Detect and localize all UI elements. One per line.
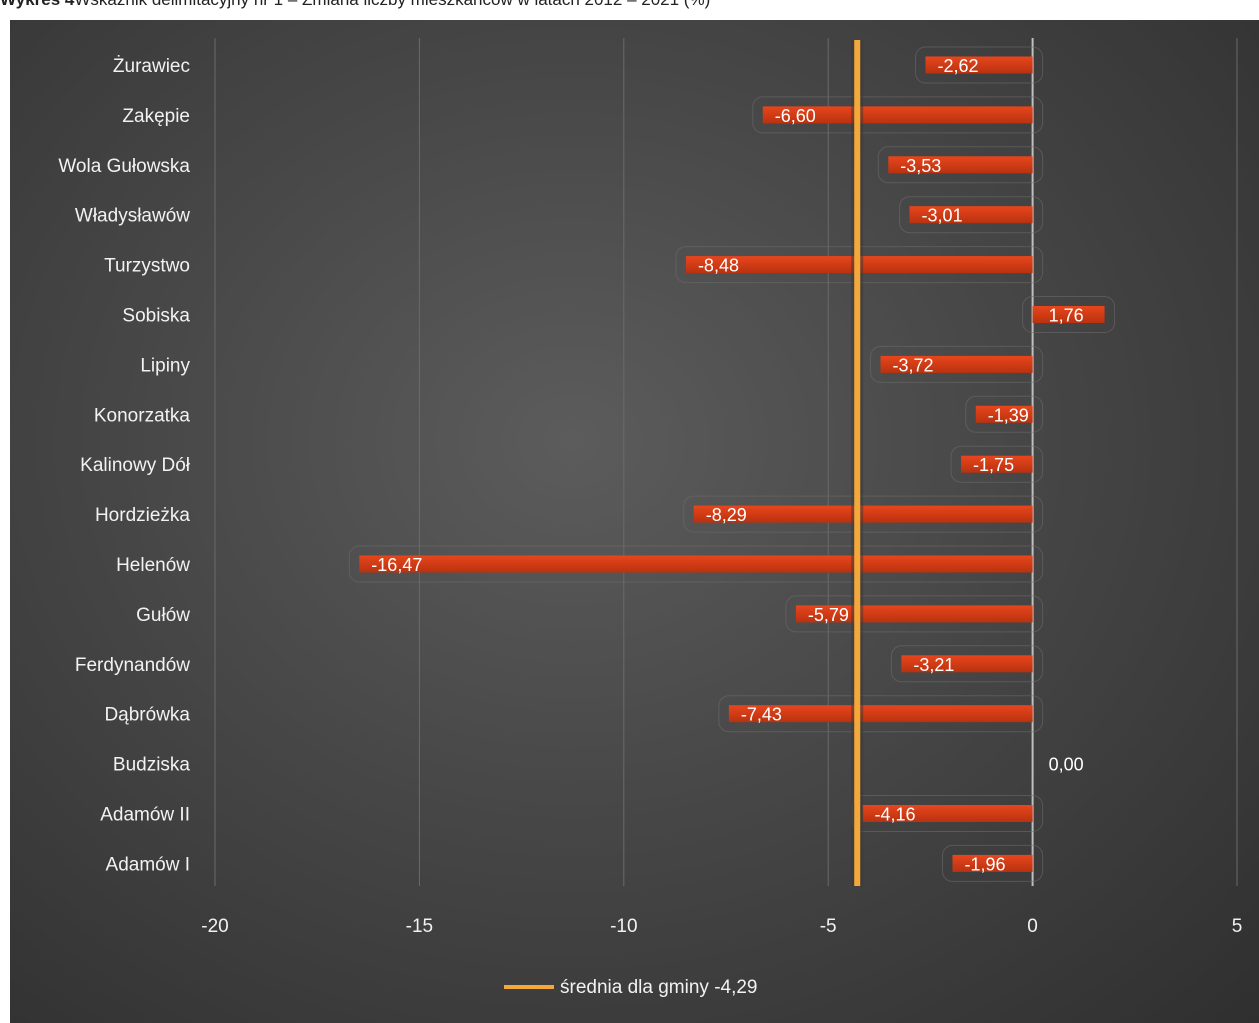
category-label: Turzystwo (104, 256, 190, 277)
bar-glow (870, 345, 1044, 383)
bar-chart: -2,62 -6,60 -3,53 -3,01 -8,48 1,76 -3,72 -1,39 -… (58, 38, 1242, 998)
bar[interactable] (359, 555, 1033, 573)
category-label: Żurawiec (113, 56, 190, 77)
data-label: -16,47 (371, 555, 422, 575)
bar[interactable] (975, 405, 1033, 423)
data-label: -6,60 (775, 106, 816, 126)
data-label: -5,79 (808, 605, 849, 625)
bar[interactable] (961, 455, 1033, 473)
figure-title-text: Wskaźnik delimitacyjny nr 1 – Zmiana lic… (74, 0, 710, 9)
bar-glow (752, 96, 1044, 134)
bar-glow (965, 395, 1044, 433)
bar-glow (718, 695, 1044, 733)
bar[interactable] (888, 156, 1033, 174)
data-label: -3,21 (913, 655, 954, 675)
bar[interactable] (862, 805, 1033, 822)
bar-glow (941, 844, 1044, 882)
data-label: -3,72 (893, 355, 934, 375)
category-label: Adamów I (106, 854, 190, 875)
bar[interactable] (909, 206, 1033, 224)
bar[interactable] (901, 655, 1033, 673)
data-label: -2,62 (937, 56, 978, 76)
legend-label-average[interactable]: średnia dla gminy -4,29 (560, 977, 758, 998)
grid-lines (214, 38, 1238, 886)
category-labels: Żurawiec Zakępie Wola Gułowska Władysławów T… (58, 56, 190, 875)
category-label: Budziska (113, 755, 191, 776)
category-label: Helenów (116, 555, 190, 576)
category-label: Konorzatka (94, 405, 191, 426)
bar-glow (877, 146, 1044, 184)
x-tick-label: 5 (1232, 916, 1243, 937)
bar[interactable] (1032, 306, 1105, 323)
category-label: Lipiny (140, 355, 190, 376)
bar-glow (890, 645, 1044, 683)
bar[interactable] (880, 355, 1033, 373)
category-label: Władysławów (75, 206, 190, 227)
legend: średnia dla gminy -4,29 (504, 977, 758, 998)
bar-glow (914, 46, 1044, 84)
data-label: -4,16 (875, 805, 916, 825)
category-label: Adamów II (100, 805, 190, 826)
bar[interactable] (925, 56, 1033, 74)
x-tick-label: 0 (1027, 916, 1038, 937)
x-tick-label: -10 (610, 916, 637, 937)
bar-glow (899, 196, 1044, 234)
data-label: -7,43 (741, 705, 782, 725)
bar[interactable] (952, 854, 1033, 872)
bar-glow (950, 445, 1044, 483)
bar-glow (348, 545, 1044, 583)
category-label: Wola Gułowska (58, 156, 190, 177)
bar[interactable] (762, 106, 1033, 124)
category-label: Sobiska (122, 306, 190, 327)
bar-glow (785, 595, 1044, 633)
data-label: -3,01 (922, 206, 963, 226)
x-tick-label: -20 (201, 916, 228, 937)
category-label: Zakępie (122, 106, 190, 127)
bar[interactable] (728, 705, 1033, 723)
data-label: -1,39 (988, 405, 1029, 425)
x-tick-label: -5 (820, 916, 837, 937)
bars: -2,62 -6,60 -3,53 -3,01 -8,48 1,76 -3,72 -1,39 -… (348, 46, 1116, 882)
chart-panel: -2,62 -6,60 -3,53 -3,01 -8,48 1,76 -3,72 -1,39 -… (10, 20, 1259, 1023)
x-axis-tick-labels: -20 -15 -10 -5 0 5 (201, 916, 1242, 937)
category-label: Ferdynandów (75, 655, 190, 676)
data-label: 1,76 (1049, 306, 1084, 326)
category-label: Hordzieżka (95, 505, 190, 526)
x-tick-label: -15 (406, 916, 433, 937)
data-label: 0,00 (1049, 755, 1084, 775)
bar-glow (1022, 296, 1116, 333)
figure-title: Wykres 4Wskaźnik delimitacyjny nr 1 – Zm… (0, 0, 1259, 10)
category-label: Gułów (136, 605, 190, 626)
figure-title-lead: Wykres 4 (0, 0, 74, 9)
data-label: -1,75 (973, 455, 1014, 475)
category-label: Dąbrówka (104, 705, 190, 726)
data-label: -3,53 (900, 156, 941, 176)
data-label: -1,96 (964, 854, 1005, 874)
data-label: -8,48 (698, 256, 739, 276)
category-label: Kalinowy Dół (80, 455, 191, 476)
data-label: -8,29 (706, 505, 747, 525)
